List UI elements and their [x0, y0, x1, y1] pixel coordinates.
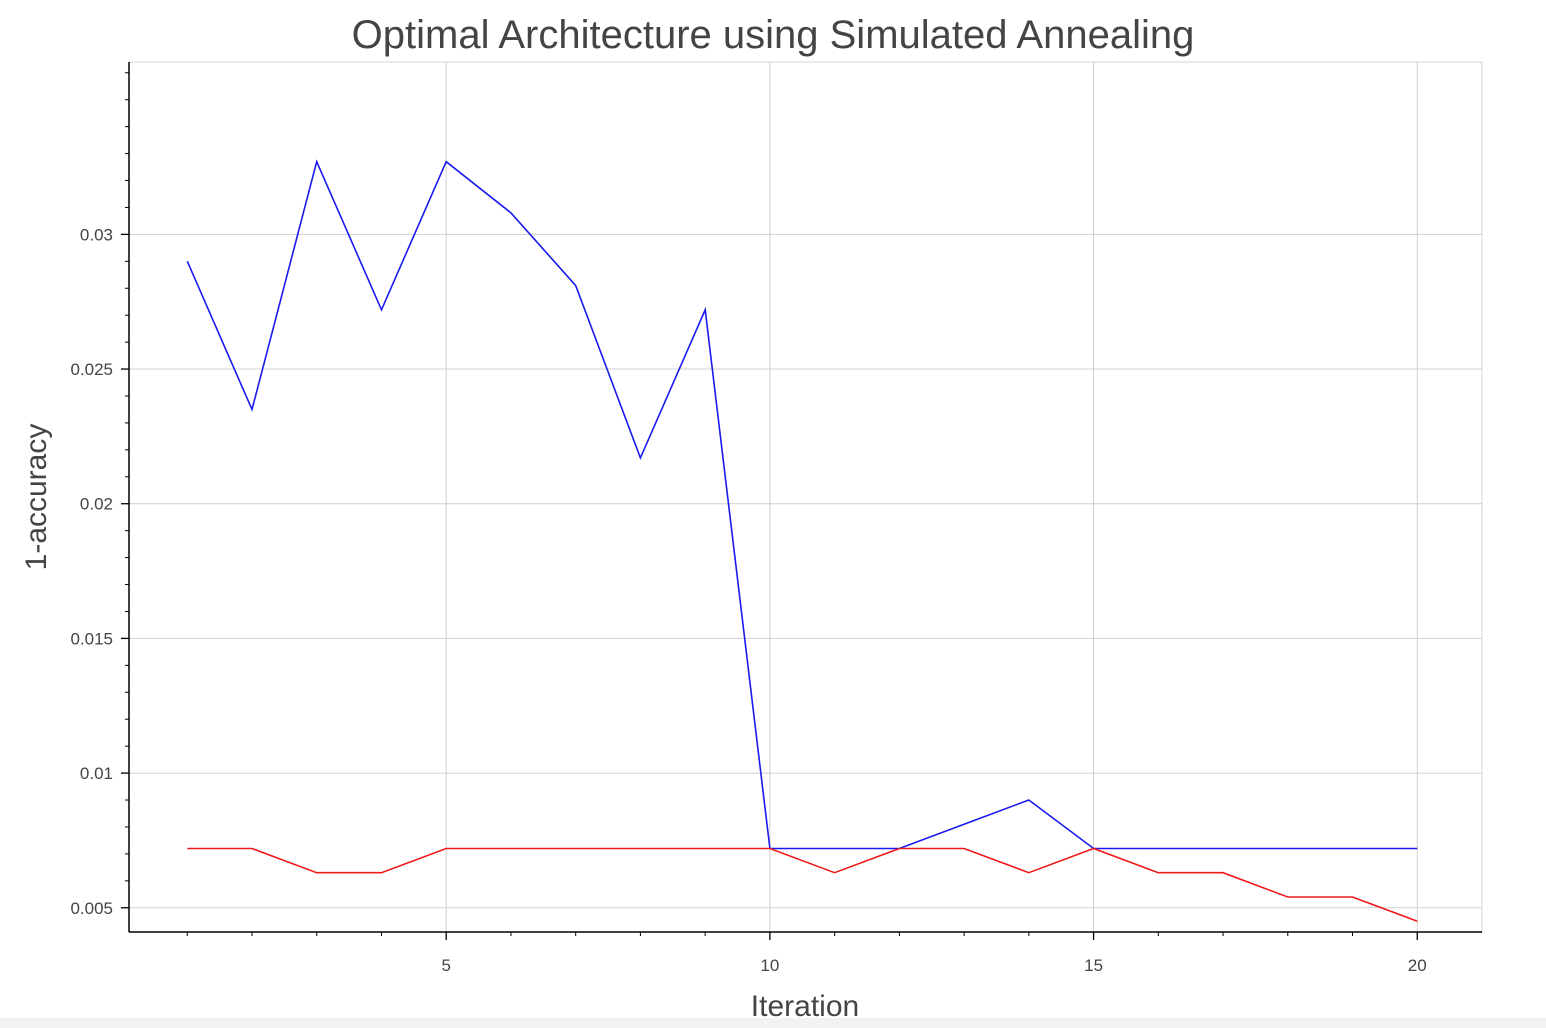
x-tick-label: 20	[1408, 956, 1427, 975]
plot-frame	[128, 61, 1483, 933]
series-lines	[186, 159, 1418, 922]
bottom-strip	[0, 1018, 1546, 1028]
axes	[128, 62, 1482, 933]
x-tick-label: 10	[760, 956, 779, 975]
y-axis-title: 1-accuracy	[20, 424, 53, 571]
y-tick-label: 0.005	[70, 899, 113, 918]
x-tick-label: 5	[441, 956, 450, 975]
series-line-2	[187, 847, 1418, 922]
x-tick-label: 15	[1084, 956, 1103, 975]
chart-title: Optimal Architecture using Simulated Ann…	[352, 13, 1195, 57]
y-tick-label: 0.015	[70, 629, 113, 648]
x-axis-title: Iteration	[751, 990, 859, 1023]
y-tick-label: 0.03	[80, 225, 113, 244]
series-line-1	[186, 159, 1418, 850]
grid-lines	[128, 61, 1483, 933]
y-tick-label: 0.02	[80, 495, 113, 514]
y-tick-label: 0.01	[80, 764, 113, 783]
y-tick-label: 0.025	[70, 360, 113, 379]
ticks: 0.005 0.01 0.015 0.02 0.025 0.03 5 10 15 20	[70, 72, 1427, 975]
